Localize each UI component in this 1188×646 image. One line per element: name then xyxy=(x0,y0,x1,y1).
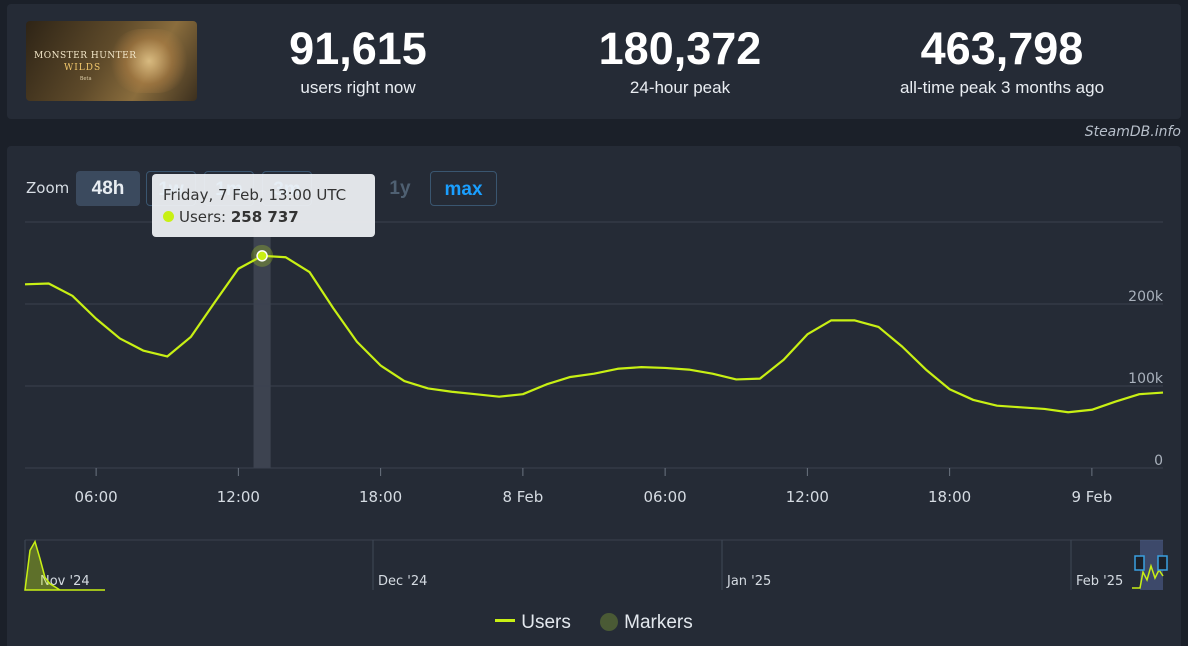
steamdb-credit[interactable]: SteamDB.info xyxy=(1084,124,1181,140)
tooltip-series-label: Users: xyxy=(179,208,227,226)
navigator-recent-line xyxy=(1132,563,1164,589)
x-tick-label: 8 Feb xyxy=(502,488,543,506)
x-tick-label: 12:00 xyxy=(786,488,829,506)
stat-all-time-peak: 463,798 all-time peak 3 months ago xyxy=(862,24,1142,98)
line-swatch-icon xyxy=(495,619,516,622)
y-tick-label: 0 xyxy=(1154,453,1163,469)
tooltip-date: Friday, 7 Feb, 13:00 UTC xyxy=(163,186,347,204)
x-tick-label: 06:00 xyxy=(75,488,118,506)
zoom-max-button[interactable]: max xyxy=(430,171,497,206)
stat-label: 24-hour peak xyxy=(629,78,731,97)
chart-legend: Users Markers xyxy=(0,612,1188,634)
stat-value: 180,372 xyxy=(598,23,762,74)
hover-point xyxy=(256,250,268,262)
x-tick-label: 18:00 xyxy=(928,488,971,506)
stat-label: all-time peak 3 months ago xyxy=(899,78,1105,97)
monster-art-icon xyxy=(109,29,189,93)
hover-band xyxy=(253,222,271,468)
legend-item-users[interactable]: Users xyxy=(495,612,571,634)
zoom-1y-button[interactable]: 1y xyxy=(389,178,411,199)
navigator-tick-label: Feb '25 xyxy=(1076,574,1123,589)
stat-value: 463,798 xyxy=(920,23,1084,74)
game-thumbnail[interactable]: MONSTER HUNTER WILDS Beta xyxy=(26,21,197,101)
navigator-handle-right xyxy=(1157,555,1168,571)
stat-label: users right now xyxy=(300,78,416,97)
legend-label-users: Users xyxy=(521,612,571,633)
chart-tooltip: Friday, 7 Feb, 13:00 UTC Users: 258 737 xyxy=(152,174,375,237)
game-title-line1: MONSTER HUNTER xyxy=(34,51,137,61)
stat-24h-peak: 180,372 24-hour peak xyxy=(540,24,820,98)
navigator-tick-label: Dec '24 xyxy=(378,574,427,589)
x-tick-label: 06:00 xyxy=(644,488,687,506)
game-badge: Beta xyxy=(80,76,92,82)
marker-swatch-icon xyxy=(600,613,619,631)
x-tick-label: 12:00 xyxy=(217,488,260,506)
tooltip-row: Users: 258 737 xyxy=(163,208,299,226)
navigator-handle-left xyxy=(1134,555,1145,571)
users-series-line xyxy=(24,254,1164,414)
navigator-tick-label: Jan '25 xyxy=(726,574,771,589)
x-tick-label: 18:00 xyxy=(359,488,402,506)
y-tick-label: 200k xyxy=(1128,289,1164,305)
zoom-label: Zoom xyxy=(26,179,70,197)
stats-panel: MONSTER HUNTER WILDS Beta 91,615 users r… xyxy=(7,4,1181,119)
stat-current-users: 91,615 users right now xyxy=(218,24,498,98)
legend-item-markers[interactable]: Markers xyxy=(600,612,693,634)
tooltip-value: 258 737 xyxy=(230,208,299,226)
zoom-48h-button[interactable]: 48h xyxy=(76,171,140,206)
y-tick-label: 100k xyxy=(1128,371,1164,387)
legend-label-markers: Markers xyxy=(624,612,693,633)
navigator-series-area xyxy=(24,539,105,591)
stat-value: 91,615 xyxy=(289,23,427,74)
x-tick-label: 9 Feb xyxy=(1071,488,1112,506)
game-title-line2: WILDS xyxy=(64,63,102,73)
series-dot-icon xyxy=(163,211,174,222)
